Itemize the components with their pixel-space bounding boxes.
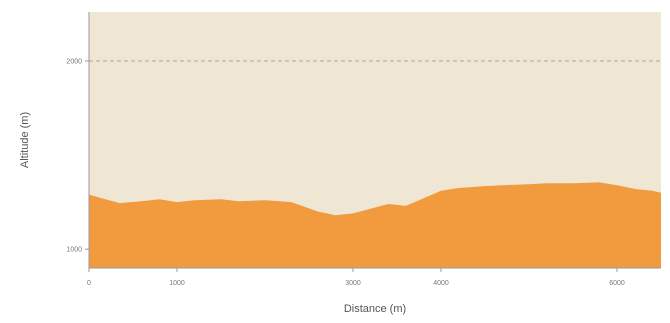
y-tick-label: 1000 [66, 247, 82, 254]
y-axis-title: Altitude (m) [19, 112, 31, 168]
x-axis-title: Distance (m) [344, 303, 406, 315]
x-tick-label: 6000 [609, 280, 625, 287]
x-tick-label: 3000 [345, 280, 361, 287]
x-tick-label: 1000 [169, 280, 185, 287]
x-tick-label: 4000 [433, 280, 449, 287]
tick-group: 0 1000 3000 4000 6000 1000 2000 [66, 58, 624, 287]
altitude-area [89, 182, 661, 268]
y-tick-label: 2000 [66, 58, 82, 65]
x-tick-label: 0 [87, 280, 91, 287]
